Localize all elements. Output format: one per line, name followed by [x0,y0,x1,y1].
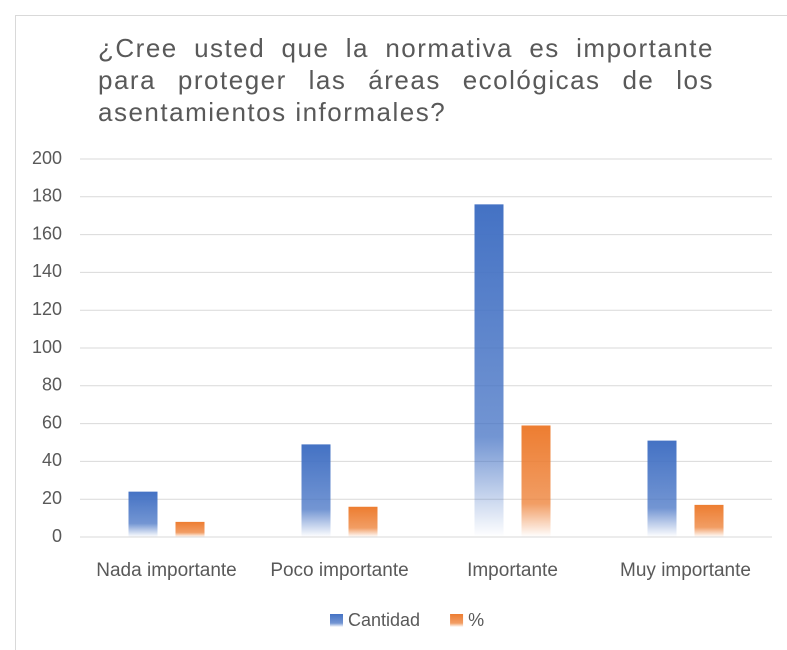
bar [175,521,205,537]
y-tick-label: 20 [42,488,62,508]
chart-border [15,15,787,650]
x-tick-label: Poco importante [270,560,408,581]
y-tick-label: 0 [52,526,62,546]
y-tick-label: 160 [32,223,62,243]
legend-label: % [468,610,484,630]
y-tick-label: 40 [42,450,62,470]
x-tick-label: Importante [467,560,558,581]
chart-title: ¿Cree usted que la normativa es importan… [98,33,714,127]
bar [474,204,504,538]
y-tick-label: 120 [32,299,62,319]
y-tick-label: 180 [32,186,62,206]
bar [694,504,724,537]
y-tick-label: 80 [42,375,62,395]
bar [521,425,551,537]
legend-label: Cantidad [348,610,420,630]
legend-swatch [330,614,343,627]
x-tick-label: Muy importante [620,560,751,581]
y-tick-label: 140 [32,261,62,281]
y-tick-label: 60 [42,412,62,432]
y-tick-label: 100 [32,337,62,357]
y-tick-label: 200 [32,148,62,168]
bar [348,506,378,537]
bar [647,440,677,537]
bar [128,491,158,537]
bar [301,444,331,537]
x-tick-label: Nada importante [96,560,236,581]
legend-swatch [450,614,464,627]
